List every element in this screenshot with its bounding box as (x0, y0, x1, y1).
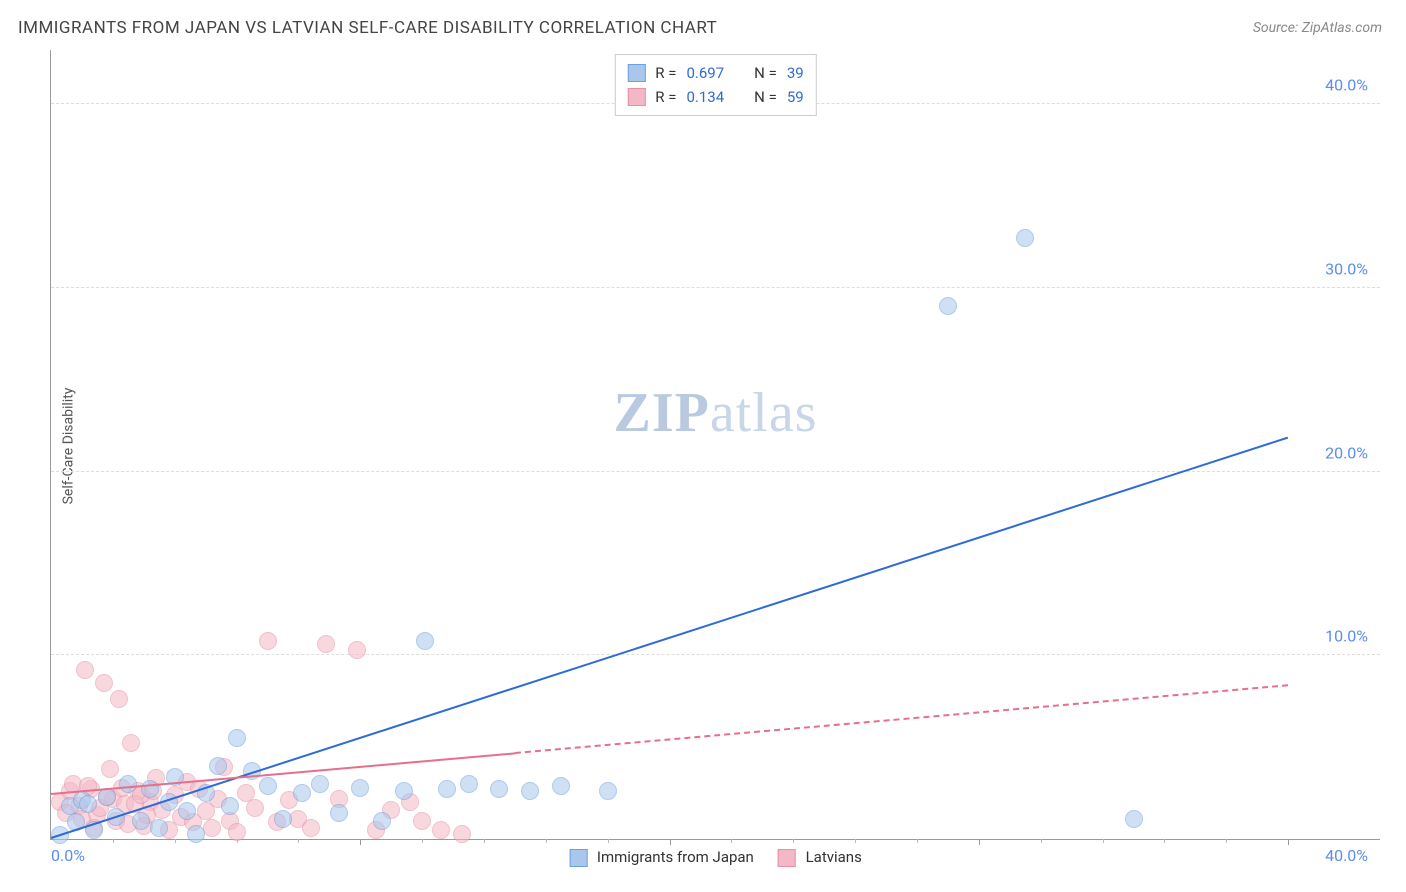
data-point-japan (939, 297, 957, 315)
data-point-latvians (348, 641, 366, 659)
data-point-japan (79, 795, 97, 813)
data-point-latvians (203, 819, 221, 837)
data-point-japan (330, 804, 348, 822)
x-minor-tick (298, 839, 299, 843)
data-point-japan (259, 777, 277, 795)
r-value-latvians: 0.134 (686, 85, 724, 109)
correlation-legend: R = 0.697 N = 39 R = 0.134 N = 59 (614, 54, 816, 116)
x-minor-tick (113, 839, 114, 843)
data-point-japan (221, 797, 239, 815)
scatter-plot-area: ZIPatlas R = 0.697 N = 39 R = 0.134 N = … (50, 50, 1380, 840)
data-point-japan (274, 810, 292, 828)
data-point-japan (293, 784, 311, 802)
data-point-latvians (432, 821, 450, 839)
x-minor-tick (793, 839, 794, 843)
data-point-japan (599, 782, 617, 800)
data-point-latvians (122, 734, 140, 752)
data-point-japan (132, 812, 150, 830)
data-point-japan (438, 780, 456, 798)
data-point-latvians (76, 661, 94, 679)
data-point-latvians (101, 760, 119, 778)
x-minor-tick (608, 839, 609, 843)
data-point-latvians (453, 825, 471, 843)
x-minor-tick (1226, 839, 1227, 843)
y-tick-label: 30.0% (1325, 259, 1368, 278)
r-label: R = (655, 61, 676, 85)
y-tick-label: 20.0% (1325, 443, 1368, 462)
x-minor-tick (546, 839, 547, 843)
data-point-japan (552, 777, 570, 795)
x-major-tick (1288, 839, 1289, 845)
x-minor-tick (422, 839, 423, 843)
r-value-japan: 0.697 (686, 61, 724, 85)
watermark-atlas: atlas (710, 382, 818, 444)
data-point-latvians (259, 632, 277, 650)
data-point-latvians (413, 812, 431, 830)
data-point-latvians (228, 823, 246, 841)
x-tick-min: 0.0% (51, 846, 85, 865)
swatch-latvians (627, 88, 645, 106)
y-tick-label: 10.0% (1325, 627, 1368, 646)
data-point-japan (1016, 229, 1034, 247)
x-minor-tick (1103, 839, 1104, 843)
legend-label-latvians: Latvians (806, 848, 862, 866)
data-point-japan (395, 782, 413, 800)
data-point-japan (228, 729, 246, 747)
gridline (51, 287, 1380, 288)
data-point-japan (150, 819, 168, 837)
n-label: N = (754, 61, 777, 85)
data-point-latvians (317, 635, 335, 653)
x-major-tick (360, 839, 361, 845)
data-point-japan (521, 782, 539, 800)
data-point-latvians (110, 690, 128, 708)
legend-item-japan: Immigrants from Japan (569, 848, 754, 867)
x-minor-tick (1041, 839, 1042, 843)
data-point-japan (187, 825, 205, 843)
trend-line (515, 685, 1288, 755)
source-attribution: Source: ZipAtlas.com (1253, 20, 1382, 36)
swatch-japan (627, 64, 645, 82)
x-minor-tick (855, 839, 856, 843)
x-major-tick (670, 839, 671, 845)
series-legend: Immigrants from Japan Latvians (569, 848, 862, 867)
swatch-japan (569, 849, 587, 867)
data-point-japan (119, 775, 137, 793)
n-label: N = (754, 85, 777, 109)
n-value-japan: 39 (787, 61, 804, 85)
x-minor-tick (484, 839, 485, 843)
data-point-latvians (246, 799, 264, 817)
gridline (51, 654, 1380, 655)
x-minor-tick (1164, 839, 1165, 843)
x-tick-max: 40.0% (1325, 846, 1368, 865)
chart-title: IMMIGRANTS FROM JAPAN VS LATVIAN SELF-CA… (18, 18, 717, 38)
r-label: R = (655, 85, 676, 109)
n-value-latvians: 59 (787, 85, 804, 109)
data-point-japan (416, 632, 434, 650)
x-minor-tick (731, 839, 732, 843)
watermark: ZIPatlas (614, 381, 818, 445)
legend-label-japan: Immigrants from Japan (597, 848, 754, 866)
data-point-japan (209, 757, 227, 775)
x-major-tick (979, 839, 980, 845)
data-point-japan (490, 780, 508, 798)
data-point-japan (311, 775, 329, 793)
x-minor-tick (917, 839, 918, 843)
data-point-japan (1125, 810, 1143, 828)
data-point-japan (373, 812, 391, 830)
legend-item-latvians: Latvians (778, 848, 862, 867)
data-point-latvians (302, 819, 320, 837)
data-point-japan (351, 779, 369, 797)
swatch-latvians (778, 849, 796, 867)
legend-row-japan: R = 0.697 N = 39 (627, 61, 803, 85)
data-point-japan (460, 775, 478, 793)
y-tick-label: 40.0% (1325, 76, 1368, 95)
legend-row-latvians: R = 0.134 N = 59 (627, 85, 803, 109)
data-point-japan (178, 802, 196, 820)
x-minor-tick (175, 839, 176, 843)
watermark-zip: ZIP (614, 382, 710, 444)
data-point-latvians (95, 674, 113, 692)
